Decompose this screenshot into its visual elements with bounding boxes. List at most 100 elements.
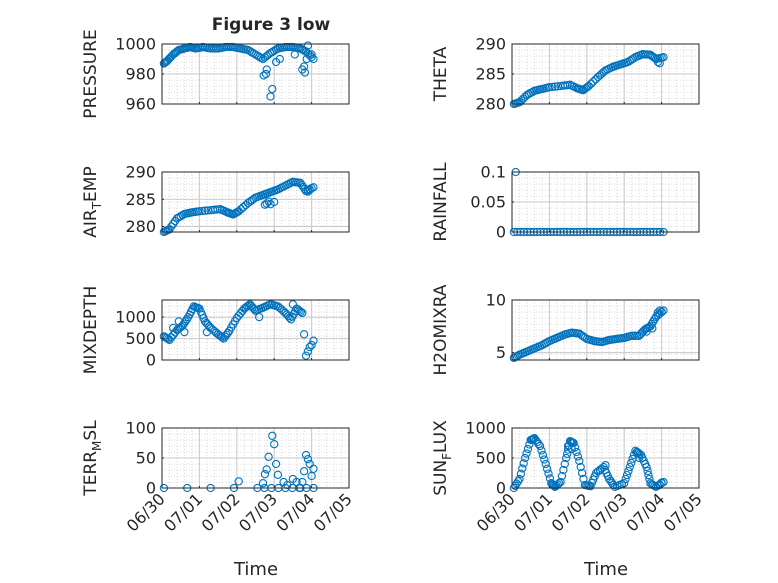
y-axis-label-5: H2OMIXRA	[431, 284, 451, 375]
x-tick-label: 07/01	[510, 489, 556, 535]
y-axis-label-6: TERRMSL	[81, 420, 104, 497]
data-point	[268, 431, 277, 440]
data-point	[622, 470, 632, 480]
data-point	[301, 351, 311, 360]
y-tick-label: 50	[136, 449, 156, 468]
data-point	[309, 336, 318, 345]
data-point	[181, 317, 190, 326]
data-point	[580, 333, 590, 342]
data-point	[523, 444, 533, 454]
data-point	[548, 480, 558, 490]
data-point	[167, 222, 176, 231]
data-point	[540, 455, 549, 464]
y-tick-label: 100	[125, 419, 156, 438]
data-point	[562, 453, 571, 463]
y-tick-label: 290	[475, 35, 506, 54]
data-point	[198, 206, 207, 216]
data-point	[516, 469, 526, 478]
data-point	[195, 207, 204, 216]
data-point	[292, 477, 301, 487]
y-tick-label: 10	[486, 291, 506, 310]
data-point	[307, 340, 316, 350]
data-point	[303, 187, 313, 196]
data-point	[169, 323, 178, 333]
data-point	[202, 327, 212, 337]
data-point	[548, 82, 557, 92]
x-tick-label: 07/04	[622, 489, 668, 535]
data-point	[577, 468, 587, 478]
data-point	[234, 207, 243, 216]
data-point	[522, 449, 531, 458]
panel-mixdepth: 0 500 1000 MIXDEPTH	[81, 286, 350, 374]
data-point	[645, 474, 654, 484]
panel-pressure: 960 980 1000 PRESSURE	[81, 29, 350, 119]
data-point	[175, 323, 184, 333]
y-axis-label-3: RAINFALL	[431, 162, 451, 242]
data-point	[303, 455, 313, 464]
y-tick-label: 500	[475, 449, 506, 468]
data-point	[262, 465, 271, 474]
data-point	[216, 332, 226, 341]
data-point	[234, 477, 243, 486]
data-point	[659, 53, 668, 62]
data-point	[258, 479, 268, 488]
data-point	[555, 479, 564, 488]
data-point	[299, 467, 309, 476]
data-point	[648, 324, 657, 333]
y-tick-label: 290	[125, 163, 156, 182]
data-point	[515, 474, 524, 484]
y-tick-label: 285	[125, 190, 156, 209]
data-point	[256, 53, 266, 63]
data-point	[635, 453, 644, 463]
data-point	[299, 62, 309, 71]
x-axis-label-right: Time	[583, 559, 628, 580]
data-point	[309, 464, 318, 473]
data-point	[545, 474, 555, 483]
data-point	[601, 461, 610, 470]
data-point	[542, 464, 552, 473]
y-tick-label: 285	[475, 65, 506, 84]
data-point	[537, 446, 546, 455]
data-point	[520, 453, 530, 463]
data-point	[541, 459, 550, 469]
data-point	[635, 449, 644, 459]
y-axis-label-2: AIRTEMP	[81, 166, 104, 237]
x-tick-label: 07/01	[160, 489, 206, 535]
data-point	[270, 440, 279, 449]
y-tick-label: 0.1	[481, 163, 506, 182]
data-point	[305, 342, 314, 352]
data-point	[575, 456, 584, 466]
data-point	[290, 50, 299, 59]
data-point	[182, 315, 191, 324]
data-point	[621, 474, 630, 484]
data-point	[307, 50, 316, 59]
data-point	[179, 319, 189, 328]
data-point	[178, 210, 187, 220]
data-point	[563, 449, 572, 458]
y-tick-label: 0	[496, 479, 506, 498]
data-point	[303, 41, 313, 50]
data-point	[655, 480, 664, 490]
x-tick-label: 07/05	[660, 489, 706, 535]
panel-h2omixra: 5 10 H2OMIXRA	[431, 284, 700, 376]
data-point	[573, 452, 583, 461]
data-point	[270, 197, 279, 207]
axes-frame	[511, 299, 700, 361]
data-point	[653, 57, 663, 67]
data-point	[266, 92, 275, 101]
panel-terr-msl: 05010006/3007/0107/0207/0307/0407/05TERR…	[81, 419, 356, 536]
data-point	[303, 347, 313, 356]
data-point	[567, 444, 576, 454]
data-point	[535, 441, 545, 451]
data-point	[169, 219, 178, 228]
data-point	[298, 477, 307, 487]
data-point	[239, 203, 248, 212]
data-point	[255, 312, 264, 322]
data-point	[653, 308, 663, 317]
data-point	[513, 477, 523, 486]
axes-frame	[161, 171, 350, 233]
y-axis-label-7: SUNFLUX	[431, 420, 454, 496]
data-point	[260, 470, 270, 479]
y-tick-label: 0	[146, 351, 156, 370]
